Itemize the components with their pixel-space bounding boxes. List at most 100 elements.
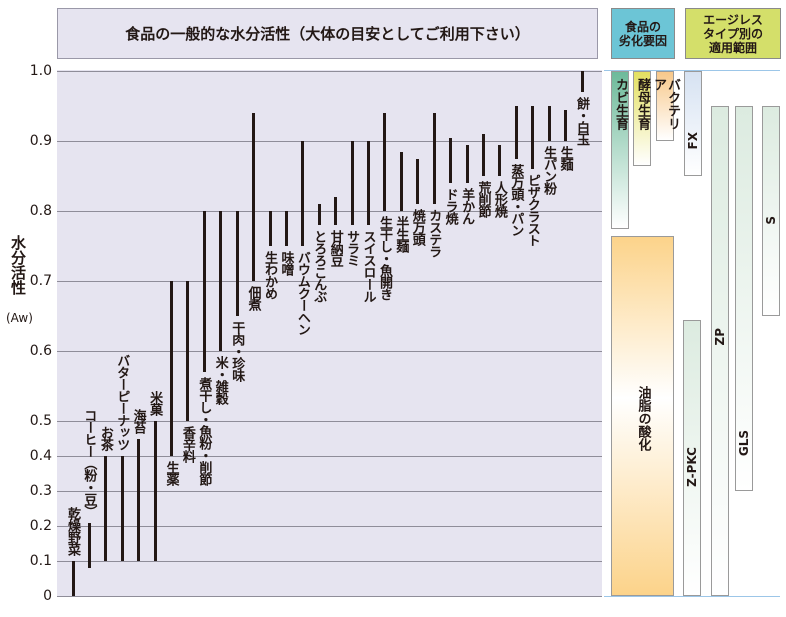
gridline xyxy=(57,561,602,562)
food-label: スイスロール xyxy=(360,230,376,302)
food-label: 生パン粉 xyxy=(541,146,557,194)
food-range-bar xyxy=(284,211,288,246)
food-range-bar xyxy=(71,561,75,596)
factor-label: 油脂の酸化 xyxy=(635,386,651,452)
food-range-bar xyxy=(531,106,535,169)
food-label: 荒削節 xyxy=(475,181,491,217)
food-label: サラミ xyxy=(344,230,360,266)
food-range-bar xyxy=(350,141,354,225)
food-label: バウムクーヘン xyxy=(294,251,310,335)
y-tick-label: 0.9 xyxy=(29,133,52,149)
y-axis-label: 水分活性 xyxy=(9,235,27,295)
food-range-bar xyxy=(481,134,485,176)
chart-title: 食品の一般的な水分活性（大体の目安としてご利用下さい） xyxy=(57,8,598,59)
food-label: 甘納豆 xyxy=(327,230,343,266)
gridline xyxy=(57,491,602,492)
ageless-fx: FX xyxy=(684,71,702,176)
food-range-bar xyxy=(153,421,157,561)
ageless-label: Z-PKC xyxy=(685,447,699,487)
gridline xyxy=(57,211,602,212)
factor-label: バクテリア xyxy=(651,78,680,130)
food-range-bar xyxy=(498,144,502,176)
range-bottom-line xyxy=(604,596,780,597)
ageless-label: S xyxy=(764,216,778,225)
food-label: とろろこんぶ xyxy=(311,230,327,302)
food-label: 生わかめ xyxy=(262,251,278,299)
food-range-bar xyxy=(87,522,91,568)
food-label: 干肉・珍味 xyxy=(229,321,245,381)
y-tick-label: 0.5 xyxy=(29,413,52,429)
food-label: バターピーナッツ xyxy=(114,354,130,450)
ageless-z-pkc: Z-PKC xyxy=(683,319,701,596)
y-tick-label: 0.6 xyxy=(29,343,52,359)
ageless-s: S xyxy=(762,106,780,316)
food-range-bar xyxy=(399,151,403,211)
food-label: 佃煮 xyxy=(245,286,261,310)
food-label: お茶 xyxy=(97,426,113,450)
ageless-label: GLS xyxy=(737,429,751,456)
food-label: 米菓 xyxy=(147,391,163,415)
factor-0: カビ生育 xyxy=(611,71,629,229)
ageless-gls: GLS xyxy=(735,106,753,491)
plot-area xyxy=(57,70,602,596)
food-range-bar xyxy=(547,106,551,141)
food-label: 羊かん xyxy=(459,188,475,224)
factors-header: 食品の 劣化要因 xyxy=(611,8,675,59)
y-tick-label: 0.3 xyxy=(29,483,52,499)
y-tick-label: 0.1 xyxy=(29,553,52,569)
food-range-bar xyxy=(235,211,239,316)
food-range-bar xyxy=(219,211,223,351)
y-tick-label: 0.7 xyxy=(29,273,52,289)
food-label: コーヒー（粉・豆） xyxy=(81,408,97,517)
ageless-header: エージレス タイプ別の 適用範囲 xyxy=(685,8,781,59)
gridline xyxy=(57,71,602,72)
food-range-bar xyxy=(465,144,469,183)
ageless-label: ZP xyxy=(713,328,727,346)
food-range-bar xyxy=(367,141,371,225)
food-label: カステラ xyxy=(426,209,442,257)
factor-1: 酵母生育 xyxy=(633,71,651,166)
food-label: 生薬 xyxy=(163,461,179,485)
food-label: 煮干し・魚粉・削節 xyxy=(196,377,212,485)
food-range-bar xyxy=(514,106,518,159)
factor-2: バクテリア xyxy=(651,71,680,141)
food-range-bar xyxy=(120,456,124,561)
food-range-bar xyxy=(252,113,256,281)
food-range-bar xyxy=(449,137,453,183)
food-range-bar xyxy=(580,71,584,92)
y-tick-label: 0.8 xyxy=(29,203,52,219)
factor-3: 油脂の酸化 xyxy=(611,235,674,596)
food-range-bar xyxy=(170,281,174,456)
food-label: 焼万頭 xyxy=(409,209,425,245)
food-range-bar xyxy=(416,158,420,204)
food-label: 乾燥野菜 xyxy=(65,507,80,555)
food-label: 半生麺 xyxy=(393,216,409,252)
food-range-bar xyxy=(104,456,108,561)
food-range-bar xyxy=(317,204,321,225)
food-range-bar xyxy=(383,113,387,211)
food-range-bar xyxy=(432,113,436,204)
ageless-label: FX xyxy=(686,132,700,150)
factor-label: カビ生育 xyxy=(613,78,628,130)
y-axis-unit: (Aw) xyxy=(6,311,33,325)
food-label: 生干し・魚開き xyxy=(376,216,392,300)
food-range-bar xyxy=(268,211,272,246)
food-label: ドラ焼 xyxy=(442,188,458,224)
gridline xyxy=(57,456,602,457)
gridline xyxy=(57,281,602,282)
ageless-zp: ZP xyxy=(711,106,729,596)
food-label: 米・雑穀 xyxy=(212,356,228,404)
y-tick-label: 0 xyxy=(43,588,52,604)
gridline xyxy=(57,526,602,527)
y-tick-label: 0.4 xyxy=(29,448,52,464)
gridline xyxy=(57,596,602,597)
food-range-bar xyxy=(301,141,305,246)
range-top-line xyxy=(604,70,780,71)
food-range-bar xyxy=(334,197,338,225)
y-tick-label: 1.0 xyxy=(29,63,52,79)
food-label: 餅・白玉 xyxy=(574,97,589,145)
gridline xyxy=(57,141,602,142)
food-label: 生麺 xyxy=(557,146,573,170)
food-label: 香辛料 xyxy=(179,426,195,462)
